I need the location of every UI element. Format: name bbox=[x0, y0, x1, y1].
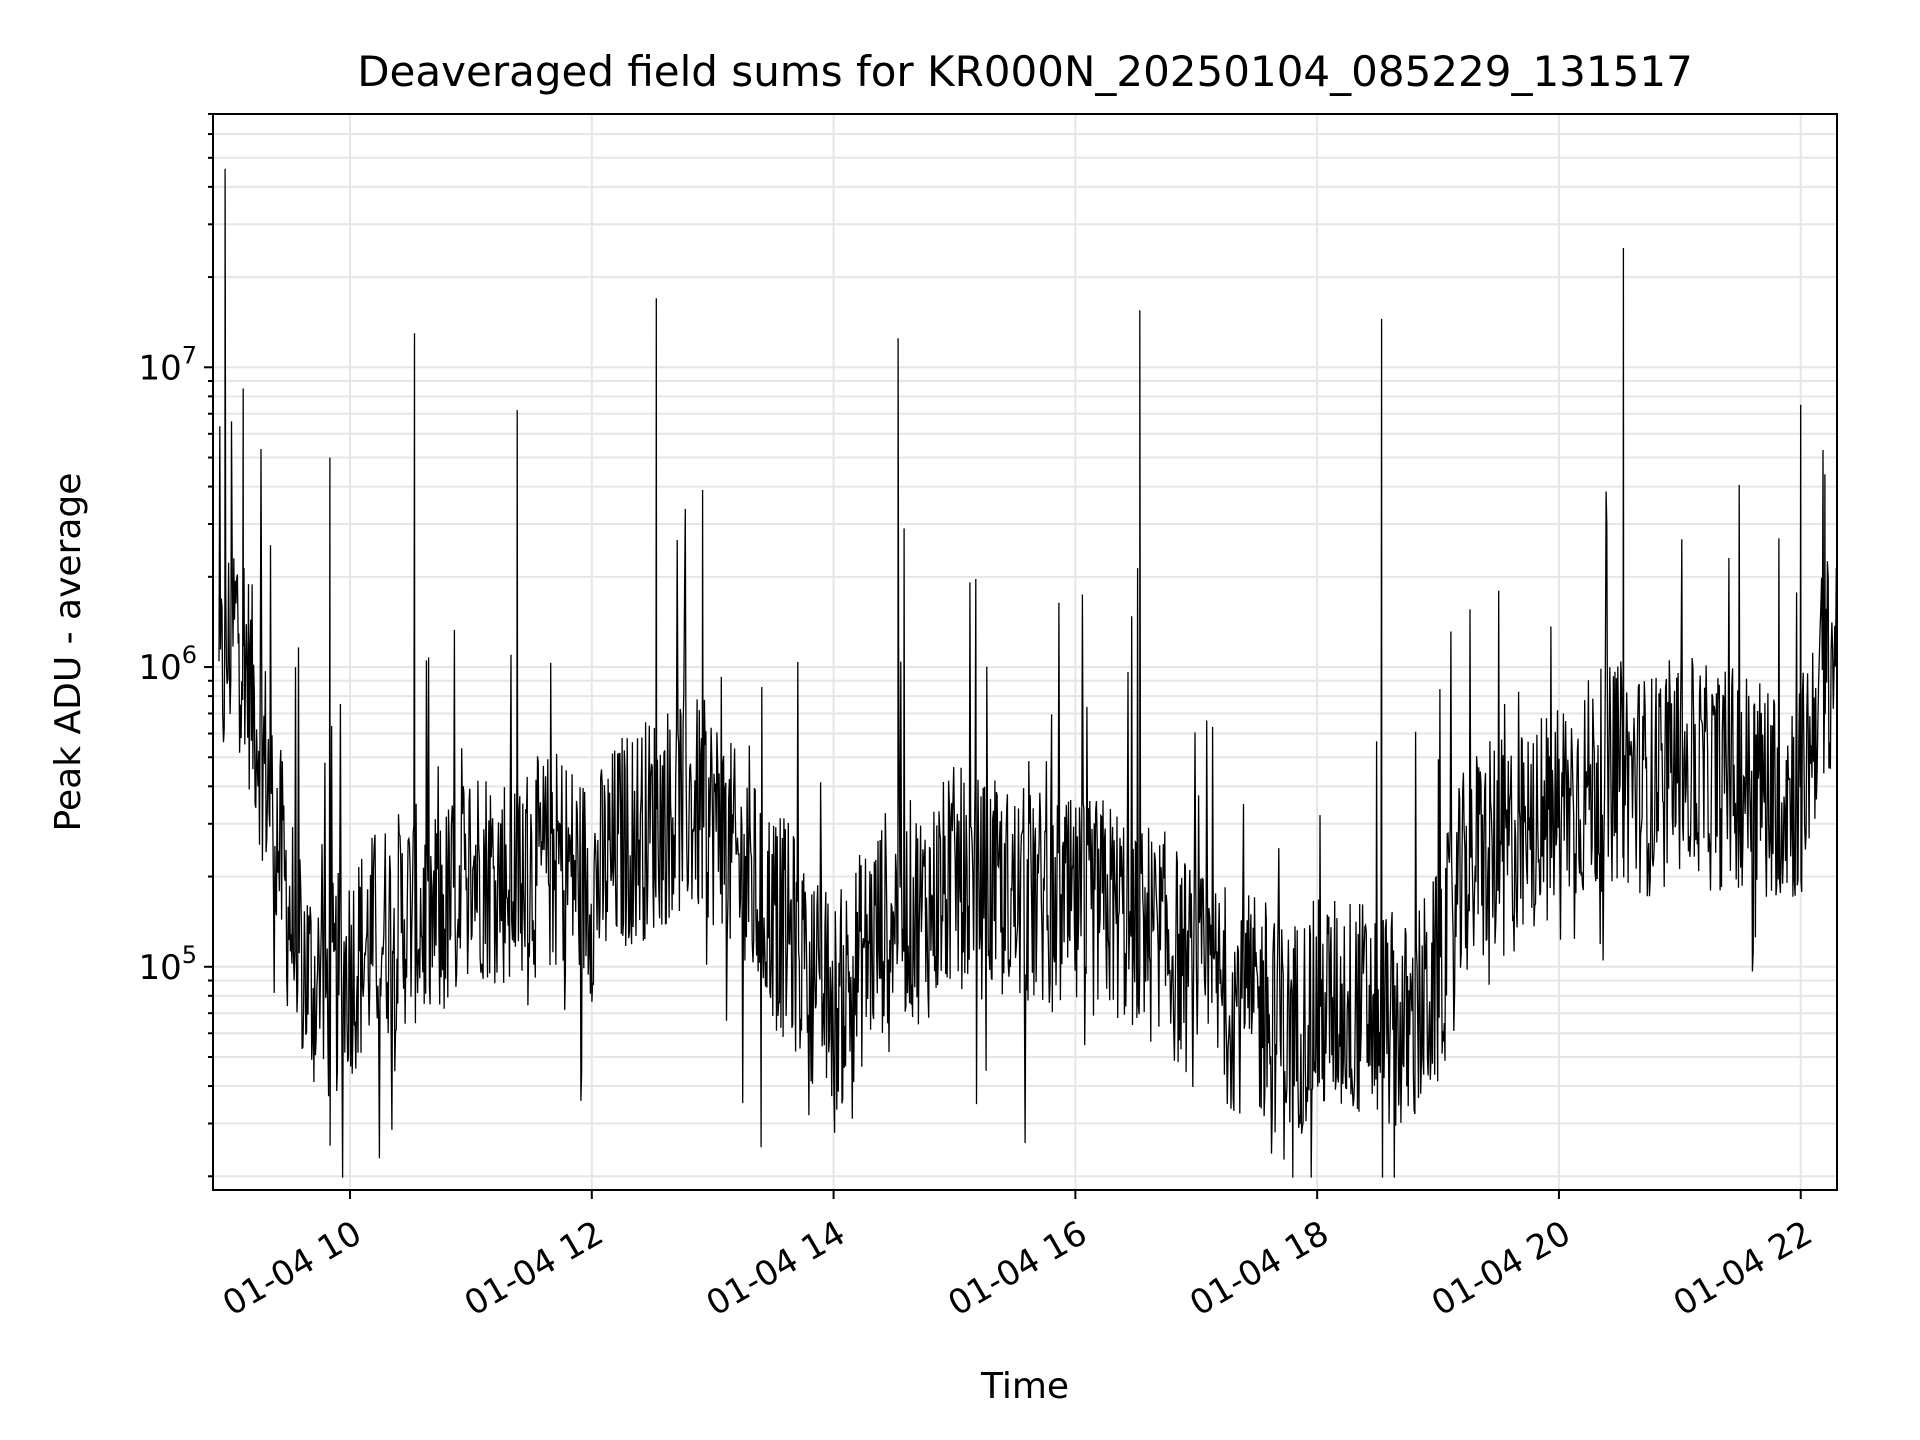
chart-title: Deaveraged field sums for KR000N_2025010… bbox=[357, 47, 1693, 96]
x-axis-label: Time bbox=[980, 1366, 1069, 1407]
plot-area bbox=[218, 168, 1838, 1178]
series-line bbox=[218, 168, 1838, 1178]
y-tick-label: 107 bbox=[138, 341, 197, 388]
y-tick-label: 106 bbox=[138, 641, 197, 688]
plot-frame bbox=[212, 113, 1838, 1191]
y-axis-label: Peak ADU - average bbox=[48, 473, 89, 832]
y-tick-label: 105 bbox=[138, 941, 197, 988]
